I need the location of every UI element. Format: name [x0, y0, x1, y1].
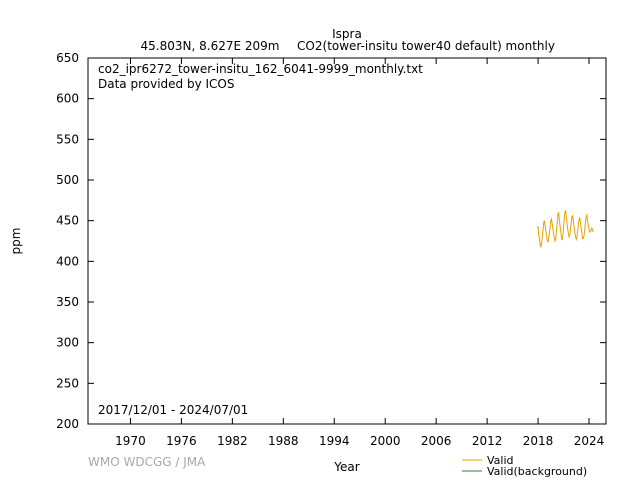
series-line-0	[536, 209, 594, 249]
y-tick-label: 300	[56, 336, 79, 350]
y-tick-label: 450	[56, 214, 79, 228]
y-tick-label: 500	[56, 173, 79, 187]
y-tick-label: 550	[56, 132, 79, 146]
location-subtitle: 45.803N, 8.627E 209m	[141, 39, 280, 53]
credit-text: WMO WDCGG / JMA	[88, 455, 206, 469]
species-subtitle: CO2(tower-insitu tower40 default) monthl…	[297, 39, 555, 53]
x-tick-label: 1994	[319, 434, 350, 448]
legend: Valid Valid(background)	[462, 454, 587, 478]
y-tick-label: 400	[56, 254, 79, 268]
x-axis-label: Year	[333, 460, 359, 474]
x-tick-label: 2006	[421, 434, 452, 448]
x-tick-label: 1988	[268, 434, 299, 448]
legend-label-background: Valid(background)	[487, 465, 587, 478]
legend-label-valid: Valid	[487, 454, 514, 467]
y-axis: 200 250 300 350 400 450 500 550 600 650	[56, 51, 606, 431]
y-tick-label: 200	[56, 417, 79, 431]
x-axis: 1970 1976 1982 1988 1994 2000 2006 2012 2018 2024	[115, 58, 604, 448]
station-title: Ispra	[332, 27, 362, 41]
filename-annotation: co2_ipr6272_tower-insitu_162_6041-9999_m…	[98, 62, 423, 76]
x-tick-label: 1982	[217, 434, 248, 448]
x-tick-label: 2024	[574, 434, 605, 448]
series-layer	[536, 209, 594, 249]
plot-frame	[87, 57, 607, 425]
y-tick-label: 350	[56, 295, 79, 309]
x-tick-label: 2018	[523, 434, 554, 448]
y-tick-label: 250	[56, 376, 79, 390]
x-tick-label: 2000	[370, 434, 401, 448]
provider-annotation: Data provided by ICOS	[98, 77, 234, 91]
x-tick-label: 1976	[166, 434, 197, 448]
y-axis-label: ppm	[9, 228, 23, 255]
period-annotation: 2017/12/01 - 2024/07/01	[98, 403, 248, 417]
x-tick-label: 1970	[115, 434, 146, 448]
y-tick-label: 600	[56, 92, 79, 106]
y-tick-label: 650	[56, 51, 79, 65]
x-tick-label: 2012	[472, 434, 503, 448]
